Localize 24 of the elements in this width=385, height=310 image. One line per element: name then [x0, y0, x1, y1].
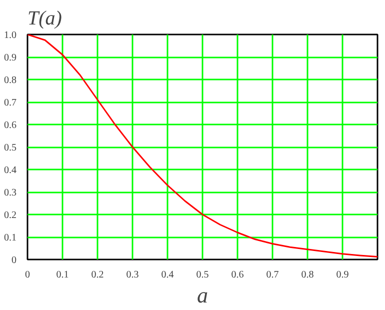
x-tick-label: 0.4	[161, 270, 174, 280]
x-tick-label: 0.8	[301, 270, 314, 280]
y-tick-label: 0.8	[4, 75, 16, 86]
y-tick-label: 0.3	[4, 188, 16, 198]
y-tick-label: 0.6	[4, 120, 16, 131]
x-tick-label: 0.2	[91, 270, 104, 280]
y-tick-label: 0.5	[4, 142, 16, 154]
y-tick-label: 0.1	[4, 232, 16, 244]
y-tick-label: 0.4	[4, 165, 16, 176]
x-tick-label: 0.6	[231, 270, 244, 280]
y-tick-label: 0.9	[4, 52, 16, 64]
x-tick-label: 0.5	[196, 270, 209, 280]
y-tick-label: 0.7	[4, 98, 16, 108]
chart-title: T(a)	[28, 8, 62, 30]
x-tick-label: 0	[25, 270, 30, 280]
x-tick-label: 0.1	[56, 270, 69, 280]
y-tick-label: 0.2	[4, 210, 16, 221]
line-series	[28, 34, 378, 258]
y-tick-label: 1.0	[4, 30, 16, 41]
x-tick-label: 0.9	[336, 270, 349, 280]
y-tick-label: 0	[12, 255, 16, 266]
x-axis-title: a	[197, 282, 208, 308]
x-tick-label: 0.3	[126, 270, 139, 280]
x-tick-label: 0.7	[266, 270, 279, 280]
